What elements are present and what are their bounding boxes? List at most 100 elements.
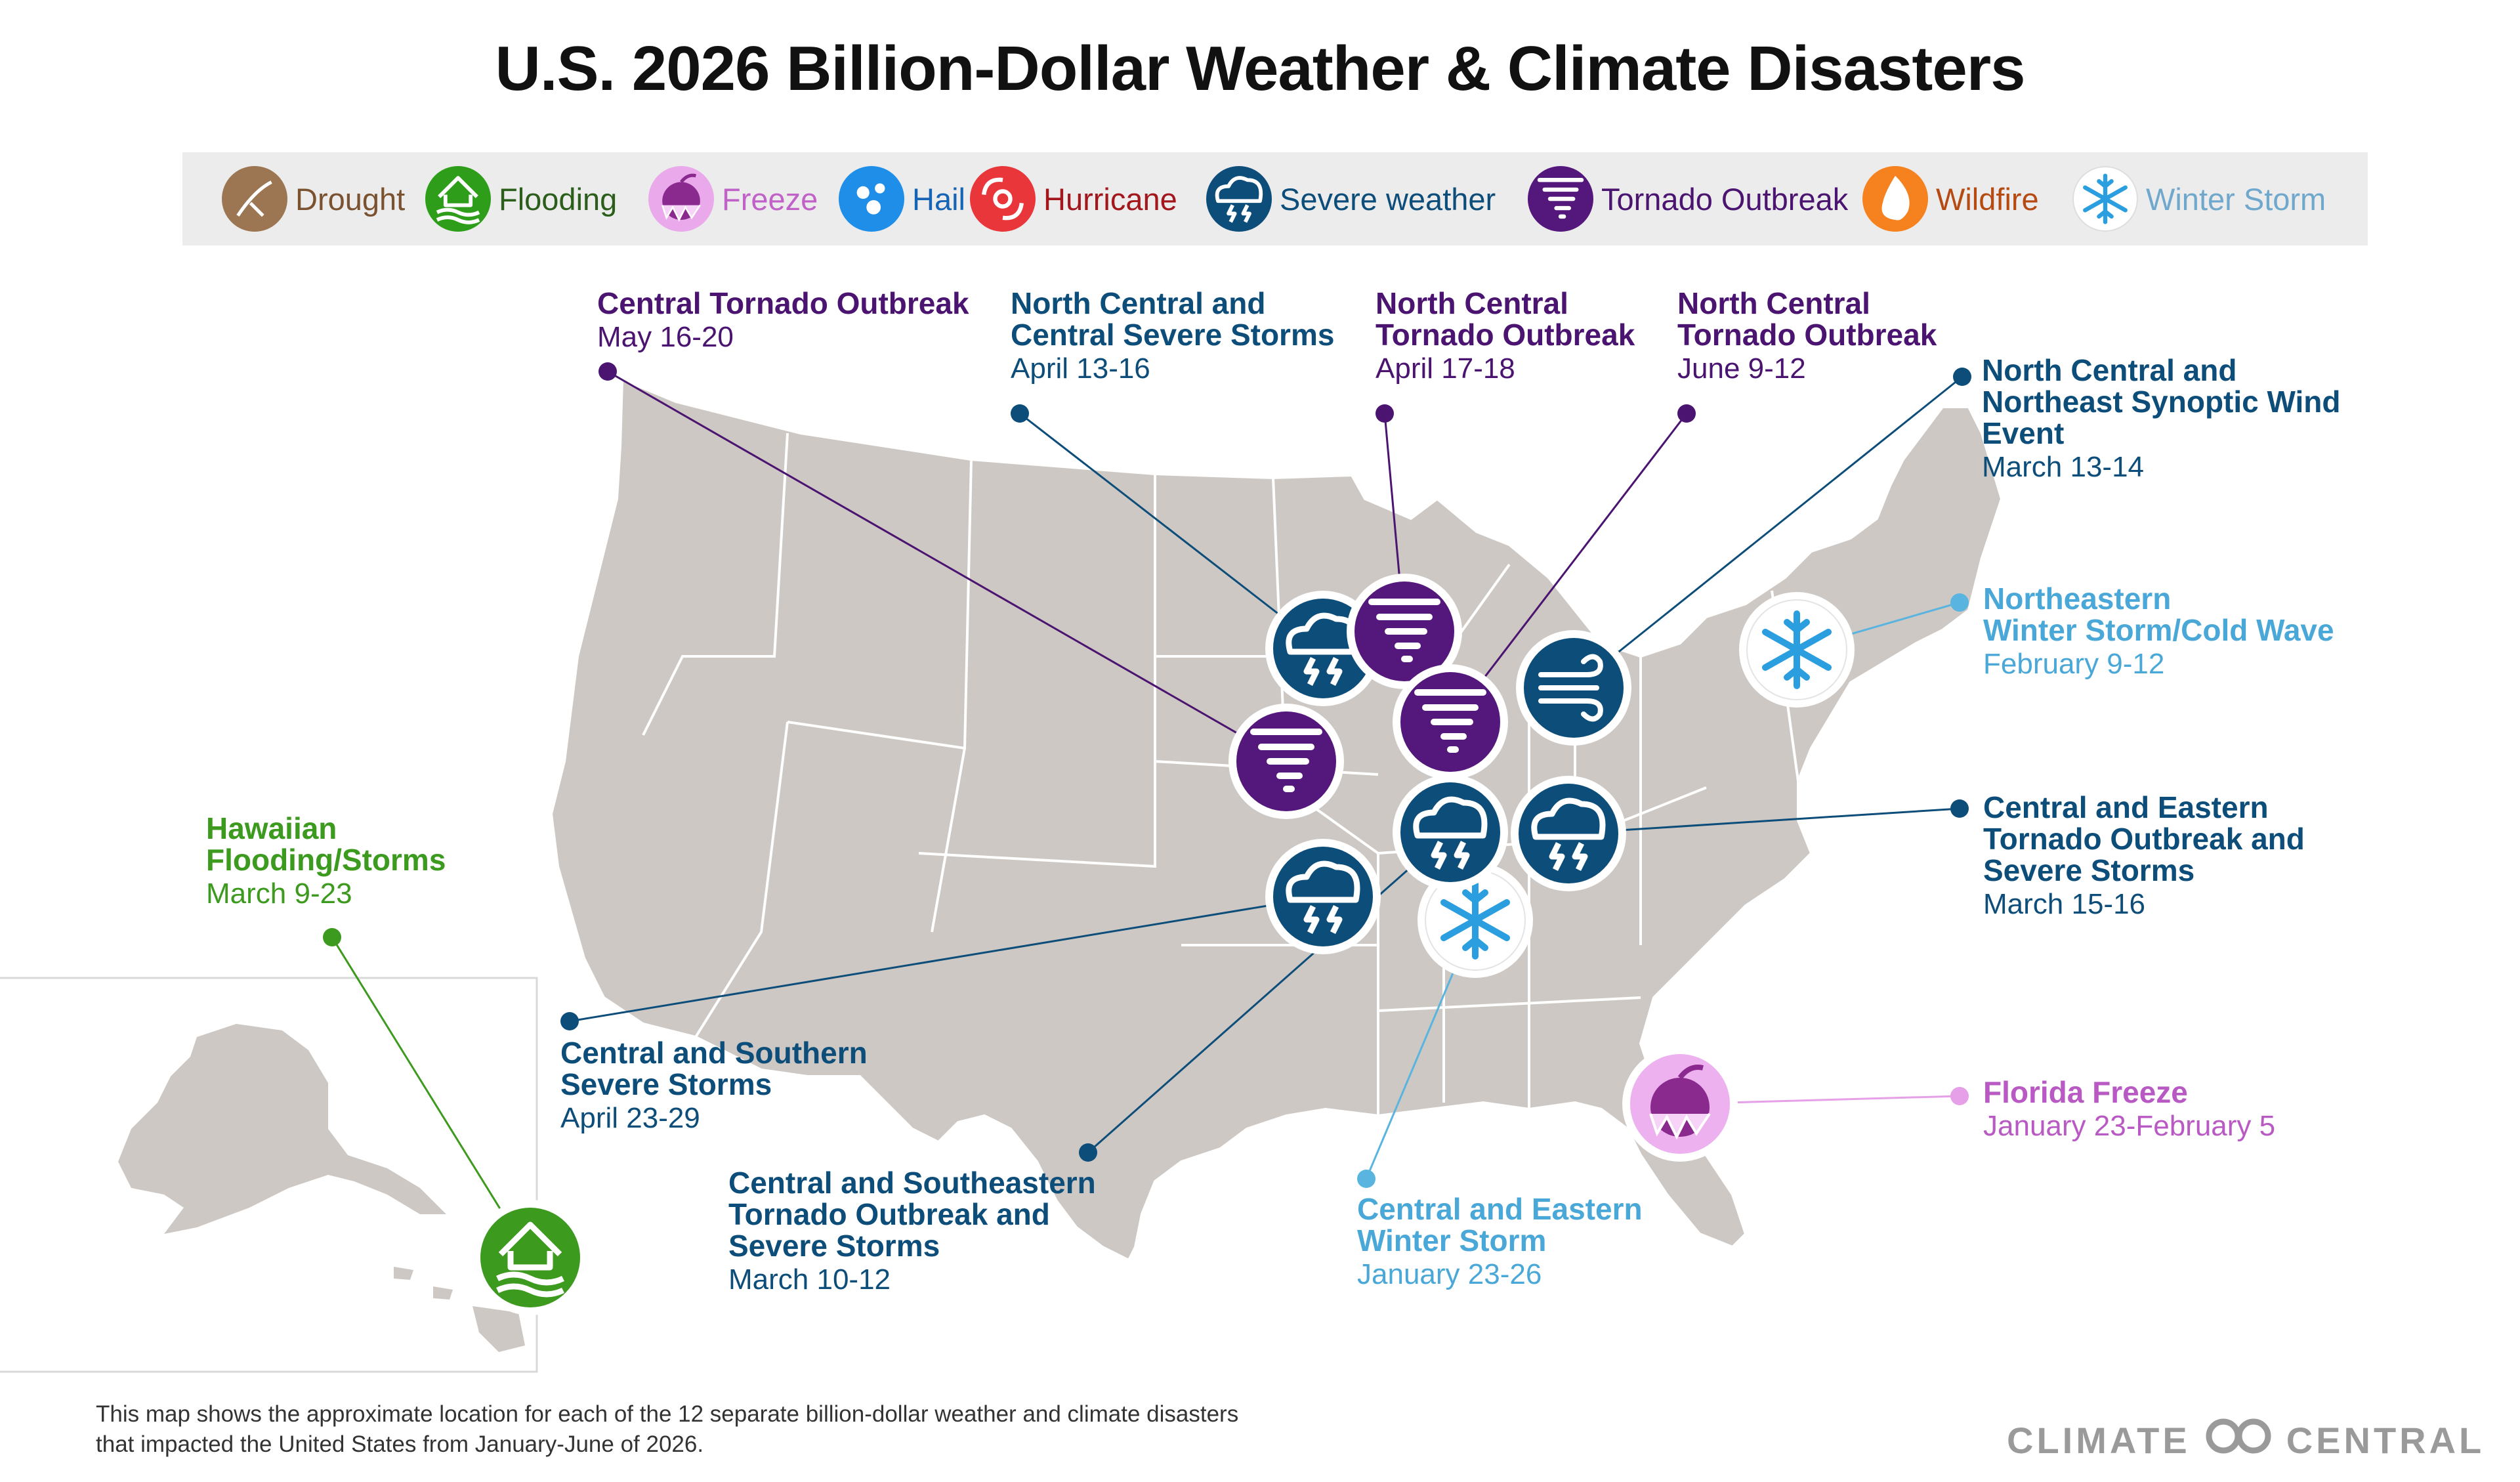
page-title: U.S. 2026 Billion-Dollar Weather & Clima… (495, 33, 2025, 104)
leader-line (607, 370, 1287, 763)
event-marker-flooding-icon[interactable] (472, 1200, 588, 1315)
event-dates: March 10-12 (728, 1263, 891, 1296)
event-dates: April 13-16 (1011, 352, 1150, 385)
legend-item-freeze: Freeze (648, 152, 818, 245)
legend-label: Hurricane (1043, 181, 1177, 217)
leader-line (569, 895, 1324, 1023)
event-callout: North Central and Central Severe Storms … (1011, 287, 1334, 386)
leader-line (1449, 413, 1688, 723)
leader-line (1087, 831, 1451, 1154)
event-marker-tornado-outbreak-icon[interactable] (1393, 664, 1508, 780)
event-marker-severe-weather-icon[interactable] (1265, 839, 1381, 954)
event-dates: April 23-29 (560, 1102, 700, 1134)
event-title: Central and Eastern Tornado Outbreak and… (1983, 790, 2305, 887)
freeze-icon (648, 166, 714, 232)
inset-frame (0, 977, 538, 1373)
hawaii-islands (394, 1267, 525, 1352)
event-title: Florida Freeze (1983, 1075, 2188, 1109)
hurricane-icon (970, 166, 1036, 232)
event-callout: Central and Eastern Winter Storm January… (1357, 1193, 1643, 1292)
leader-line (331, 937, 532, 1258)
legend-label: Tornado Outbreak (1601, 181, 1849, 217)
event-dates: March 13-14 (1982, 451, 2145, 483)
legend-item-hurricane: Hurricane (970, 152, 1177, 245)
tornado-icon (1528, 166, 1593, 232)
event-callout: Central and Southeastern Tornado Outbrea… (728, 1167, 1096, 1297)
legend-item-winter-storm: Winter Storm (2072, 152, 2326, 245)
footnote: This map shows the approximate location … (96, 1401, 1239, 1457)
event-marker-wind-icon[interactable] (1516, 630, 1631, 746)
leader-line (1019, 412, 1324, 650)
event-dates: June 9-12 (1677, 352, 1806, 385)
leader-line (1568, 807, 1960, 835)
flooding-icon (425, 166, 491, 232)
leader-dot (598, 362, 617, 381)
leader-dot (323, 928, 341, 946)
legend-label: Flooding (499, 181, 618, 217)
climate-central-logo-icon (2202, 1418, 2275, 1463)
event-dates: May 16-20 (597, 321, 734, 353)
leader-dot (1357, 1170, 1376, 1188)
legend-label: Winter Storm (2146, 181, 2326, 217)
event-title: Hawaiian Flooding/Storms (206, 811, 446, 877)
event-callout: North Central Tornado Outbreak April 17-… (1376, 287, 1635, 386)
legend-label: Severe weather (1280, 181, 1496, 217)
event-dates: April 17-18 (1376, 352, 1515, 385)
event-callout: North Central and Northeast Synoptic Win… (1982, 354, 2341, 484)
event-title: North Central and Central Severe Storms (1011, 286, 1335, 352)
alaska-land (118, 1024, 446, 1234)
event-marker-winter-storm-icon[interactable] (1418, 862, 1533, 978)
climate-central-brand[interactable]: CLIMATE CENTRAL (2007, 1418, 2485, 1463)
severe-weather-icon (1206, 166, 1272, 232)
legend-item-drought: Drought (222, 152, 405, 245)
wildfire-icon (1862, 166, 1928, 232)
event-dates: February 9-12 (1983, 648, 2165, 680)
legend-label: Wildfire (1936, 181, 2039, 217)
legend-item-severe-weather: Severe weather (1206, 152, 1496, 245)
event-title: North Central and Northeast Synoptic Win… (1982, 353, 2341, 450)
drought-icon (222, 166, 287, 232)
event-callout: Central and Southern Severe Storms April… (560, 1037, 868, 1135)
leader-dot (1011, 404, 1029, 423)
legend-label: Freeze (722, 181, 818, 217)
event-callout: Northeastern Winter Storm/Cold Wave Febr… (1983, 583, 2334, 681)
event-marker-severe-weather-icon[interactable] (1511, 776, 1626, 891)
winter-storm-icon (2072, 166, 2138, 232)
event-title: North Central Tornado Outbreak (1677, 286, 1937, 352)
brand-left: CLIMATE (2007, 1420, 2191, 1461)
event-dates: March 15-16 (1983, 888, 2146, 920)
contiguous-us-land (549, 377, 2004, 1262)
event-dates: March 9-23 (206, 878, 352, 910)
legend-label: Hail (912, 181, 965, 217)
event-marker-winter-storm-icon[interactable] (1739, 592, 1855, 708)
event-marker-tornado-outbreak-icon[interactable] (1228, 704, 1344, 819)
event-title: North Central Tornado Outbreak (1376, 286, 1635, 352)
event-callout: Central Tornado Outbreak May 16-20 (597, 287, 969, 354)
leader-dot (1953, 368, 1971, 386)
event-marker-freeze-icon[interactable] (1622, 1046, 1738, 1162)
event-dates: January 23-February 5 (1983, 1110, 2276, 1142)
legend-item-wildfire: Wildfire (1862, 152, 2039, 245)
leader-dot (1376, 404, 1394, 423)
leader-dot (1950, 799, 1969, 818)
event-callout: Hawaiian Flooding/Storms March 9-23 (206, 813, 446, 911)
legend-item-hail: Hail (839, 152, 965, 245)
legend-item-flooding: Flooding (425, 152, 617, 245)
event-callout: Central and Eastern Tornado Outbreak and… (1983, 792, 2305, 921)
event-dates: January 23-26 (1357, 1258, 1542, 1290)
event-callout: Florida Freeze January 23-February 5 (1983, 1076, 2275, 1143)
legend-item-tornado-outbreak: Tornado Outbreak (1528, 152, 1848, 245)
event-markers (323, 362, 1971, 1315)
event-title: Northeastern Winter Storm/Cold Wave (1983, 582, 2334, 647)
event-marker-tornado-outbreak-icon[interactable] (1347, 574, 1462, 689)
leader-line (1573, 375, 1963, 689)
leader-dot (1079, 1143, 1097, 1162)
leader-dot (1677, 404, 1696, 423)
event-marker-severe-weather-icon[interactable] (1393, 774, 1508, 890)
event-title: Central and Southeastern Tornado Outbrea… (728, 1166, 1096, 1263)
event-title: Central and Southern Severe Storms (560, 1036, 868, 1101)
event-title: Central Tornado Outbreak (597, 286, 969, 320)
brand-right: CENTRAL (2286, 1420, 2485, 1461)
leader-dot (1950, 593, 1969, 612)
